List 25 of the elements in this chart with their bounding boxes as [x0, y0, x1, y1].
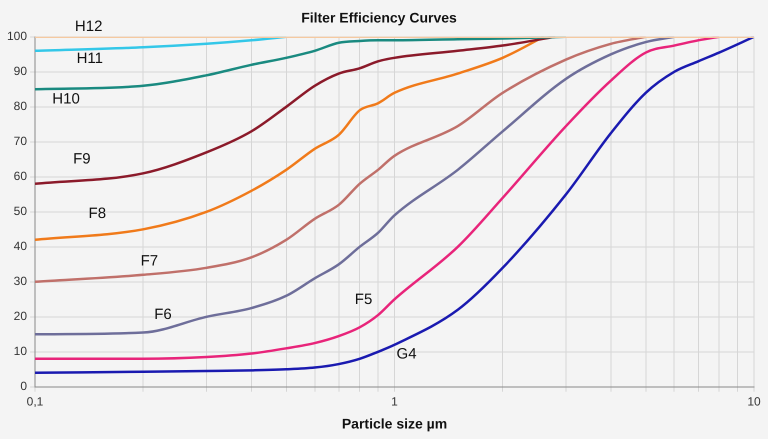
y-tick-label: 10 — [14, 344, 28, 358]
series-label: H11 — [76, 50, 103, 68]
series-label: F7 — [140, 252, 158, 270]
y-tick-label: 20 — [14, 309, 28, 324]
x-tick-label: 10 — [747, 394, 761, 408]
x-tick-label: 1 — [391, 394, 398, 408]
y-tick-label: 30 — [14, 274, 28, 288]
y-tick-label: 100 — [6, 29, 28, 44]
y-tick-label: 60 — [14, 169, 28, 184]
series-label: F8 — [88, 204, 106, 222]
y-tick-label: 50 — [14, 204, 28, 218]
y-tick-label: 40 — [14, 239, 28, 254]
series-label: H12 — [74, 18, 102, 35]
y-tick-label: 90 — [14, 64, 28, 78]
x-tick-label: 0,1 — [26, 394, 44, 408]
y-tick-label: 70 — [14, 134, 28, 148]
series-label: F9 — [73, 150, 91, 168]
chart-title: Filter Efficiency Curves — [301, 9, 458, 26]
x-axis-title: Particle size µm — [342, 415, 448, 432]
series-label: H10 — [52, 90, 80, 108]
series-label: F5 — [354, 290, 372, 308]
series-label: F6 — [154, 306, 172, 323]
series-label: G4 — [396, 345, 417, 362]
y-tick-label: 80 — [14, 99, 28, 114]
y-tick-label: 0 — [20, 379, 28, 394]
